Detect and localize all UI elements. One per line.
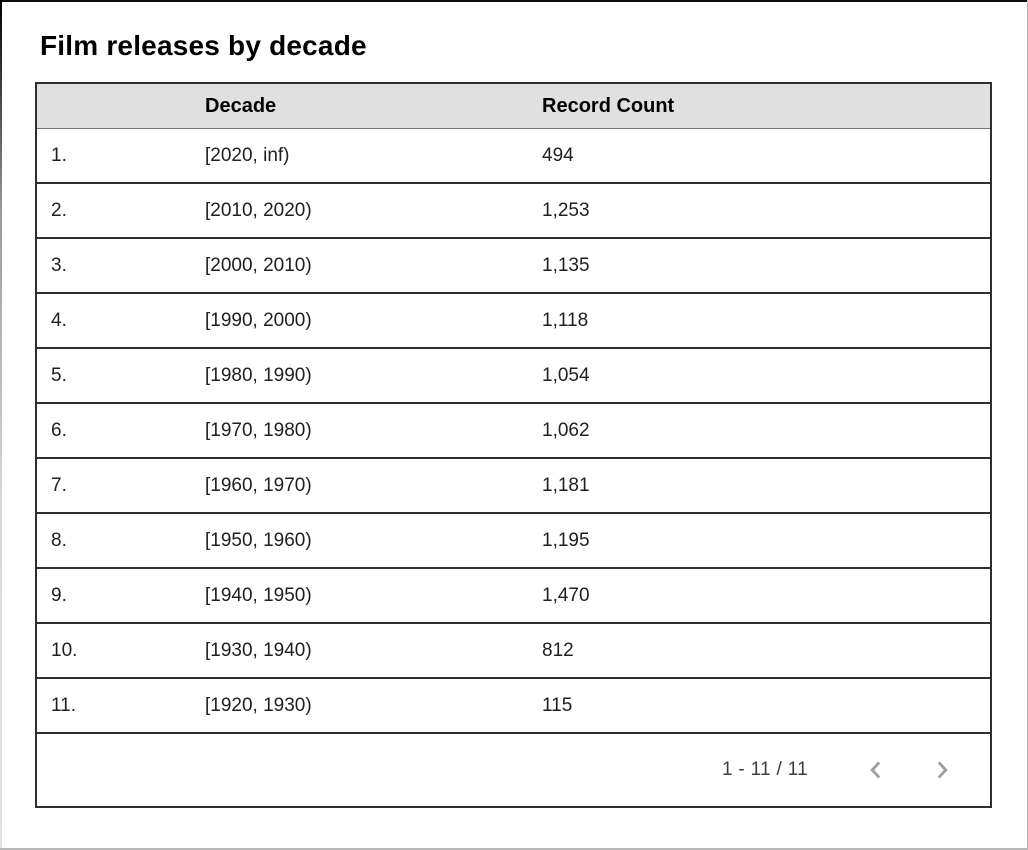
pagination-range-label: 1 - 11 / 11 xyxy=(721,759,808,780)
header-record-count[interactable]: Record Count xyxy=(542,94,675,117)
decade-cell: [2010, 2020) xyxy=(205,199,312,221)
table-row[interactable]: 8. [1950, 1960) 1,195 xyxy=(37,514,990,569)
table-row[interactable]: 9. [1940, 1950) 1,470 xyxy=(37,569,990,624)
row-index-cell: 11. xyxy=(51,694,77,716)
chevron-right-icon xyxy=(929,757,955,783)
row-index-cell: 6. xyxy=(51,419,67,441)
decade-cell: [1950, 1960) xyxy=(205,529,312,551)
header-decade[interactable]: Decade xyxy=(205,94,277,117)
data-table: Decade Record Count 1. [2020, inf) 494 2… xyxy=(35,82,992,808)
row-index-cell: 1. xyxy=(51,144,67,166)
row-index-cell: 2. xyxy=(51,199,67,221)
decade-cell: [2000, 2010) xyxy=(205,254,312,276)
decade-cell: [1980, 1990) xyxy=(205,364,312,386)
record-count-cell: 812 xyxy=(542,639,574,661)
chevron-left-icon xyxy=(863,757,889,783)
table-row[interactable]: 2. [2010, 2020) 1,253 xyxy=(37,184,990,239)
record-count-cell: 115 xyxy=(542,694,573,716)
window-edge-top xyxy=(0,0,1028,2)
record-count-cell: 1,195 xyxy=(542,529,590,551)
decade-cell: [1940, 1950) xyxy=(205,584,312,606)
decade-cell: [1990, 2000) xyxy=(205,309,312,331)
window-edge-left xyxy=(0,0,2,850)
row-index-cell: 9. xyxy=(51,584,67,606)
row-index-cell: 3. xyxy=(51,254,67,276)
table-row[interactable]: 3. [2000, 2010) 1,135 xyxy=(37,239,990,294)
record-count-cell: 1,253 xyxy=(542,199,590,221)
table-row[interactable]: 4. [1990, 2000) 1,118 xyxy=(37,294,990,349)
row-index-cell: 8. xyxy=(51,529,67,551)
page-title: Film releases by decade xyxy=(40,30,367,61)
record-count-cell: 1,054 xyxy=(542,364,590,386)
table-body: 1. [2020, inf) 494 2. [2010, 2020) 1,253… xyxy=(37,129,990,734)
table-row[interactable]: 6. [1970, 1980) 1,062 xyxy=(37,404,990,459)
row-index-cell: 4. xyxy=(51,309,67,331)
table-row[interactable]: 5. [1980, 1990) 1,054 xyxy=(37,349,990,404)
pagination-prev-button[interactable] xyxy=(856,750,896,790)
table-row[interactable]: 1. [2020, inf) 494 xyxy=(37,129,990,184)
table-row[interactable]: 10. [1930, 1940) 812 xyxy=(37,624,990,679)
record-count-cell: 1,062 xyxy=(542,419,590,441)
table-header-row: Decade Record Count xyxy=(37,84,990,129)
record-count-cell: 1,118 xyxy=(542,309,589,331)
decade-cell: [1970, 1980) xyxy=(205,419,312,441)
record-count-cell: 1,181 xyxy=(542,474,590,496)
row-index-cell: 10. xyxy=(51,639,78,661)
row-index-cell: 5. xyxy=(51,364,67,386)
row-index-cell: 7. xyxy=(51,474,67,496)
decade-cell: [1960, 1970) xyxy=(205,474,312,496)
pagination-next-button[interactable] xyxy=(922,750,962,790)
table-row[interactable]: 7. [1960, 1970) 1,181 xyxy=(37,459,990,514)
window-edge-bottom xyxy=(0,848,1028,850)
decade-cell: [1930, 1940) xyxy=(205,639,312,661)
decade-cell: [1920, 1930) xyxy=(205,694,312,716)
table-footer: 1 - 11 / 11 xyxy=(37,734,990,806)
record-count-cell: 494 xyxy=(542,144,574,166)
record-count-cell: 1,470 xyxy=(542,584,590,606)
record-count-cell: 1,135 xyxy=(542,254,590,276)
decade-cell: [2020, inf) xyxy=(205,144,290,166)
table-row[interactable]: 11. [1920, 1930) 115 xyxy=(37,679,990,734)
